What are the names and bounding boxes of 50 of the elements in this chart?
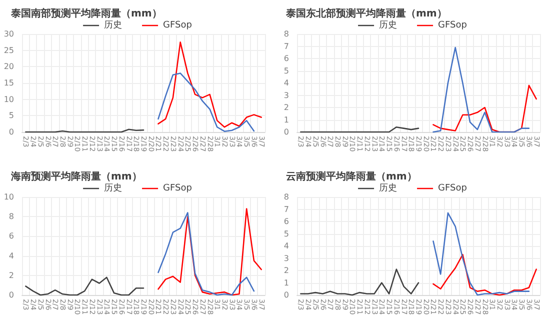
legend-label: 历史 <box>379 20 398 30</box>
y-tick-label: 0 <box>284 128 289 136</box>
y-tick-label: 4 <box>284 78 289 88</box>
chart-title: 泰国东北部预测平均降雨量（mm） <box>285 8 447 20</box>
y-tick-label: 6 <box>284 216 289 226</box>
legend-label: GFSop <box>163 20 192 30</box>
y-tick-label: 0 <box>8 128 14 136</box>
y-tick-label: 5 <box>8 111 14 120</box>
y-tick-label: 5 <box>284 228 289 238</box>
legend-label: 历史 <box>104 182 122 193</box>
y-tick-label: 2 <box>8 270 14 280</box>
chart-title: 云南预测平均降雨量（mm） <box>286 170 417 182</box>
line-series <box>432 253 537 296</box>
y-tick-label: 8 <box>284 30 289 38</box>
y-tick-label: 2 <box>284 103 289 112</box>
y-tick-label: 3 <box>284 90 289 100</box>
y-tick-label: 10 <box>4 94 14 104</box>
y-tick-label: 8 <box>8 212 14 221</box>
legend-label: 历史 <box>104 20 122 30</box>
y-tick-label: 30 <box>4 30 14 38</box>
line-series <box>158 42 262 128</box>
legend-label: GFSop <box>438 20 468 30</box>
y-tick-label: 0 <box>284 290 289 299</box>
chart-title: 海南预测平均降雨量（mm） <box>10 170 142 182</box>
line-series <box>300 268 420 296</box>
y-tick-label: 1 <box>284 278 289 287</box>
legend-label: GFSop <box>438 183 468 193</box>
y-tick-label: 4 <box>284 241 289 250</box>
y-tick-label: 0 <box>8 290 14 299</box>
y-tick-label: 8 <box>284 192 289 201</box>
y-tick-label: 7 <box>284 42 289 51</box>
chart-title: 泰国南部预测平均降雨量（mm） <box>10 8 162 20</box>
y-tick-label: 25 <box>4 46 14 55</box>
y-tick-label: 1 <box>284 115 289 124</box>
y-tick-label: 10 <box>4 192 14 201</box>
y-tick-label: 20 <box>4 62 14 72</box>
y-tick-label: 3 <box>284 253 289 262</box>
line-series <box>432 212 530 296</box>
legend-label: GFSop <box>163 183 192 193</box>
line-series <box>25 276 144 296</box>
y-tick-label: 6 <box>8 231 14 240</box>
y-tick-label: 5 <box>284 66 289 76</box>
line-series <box>432 46 530 133</box>
y-tick-label: 15 <box>4 78 14 88</box>
line-series <box>158 72 255 132</box>
y-tick-label: 7 <box>284 204 289 214</box>
y-tick-label: 6 <box>284 54 289 63</box>
legend-label: 历史 <box>379 182 398 193</box>
y-tick-label: 2 <box>284 266 289 274</box>
y-tick-label: 4 <box>8 250 14 260</box>
